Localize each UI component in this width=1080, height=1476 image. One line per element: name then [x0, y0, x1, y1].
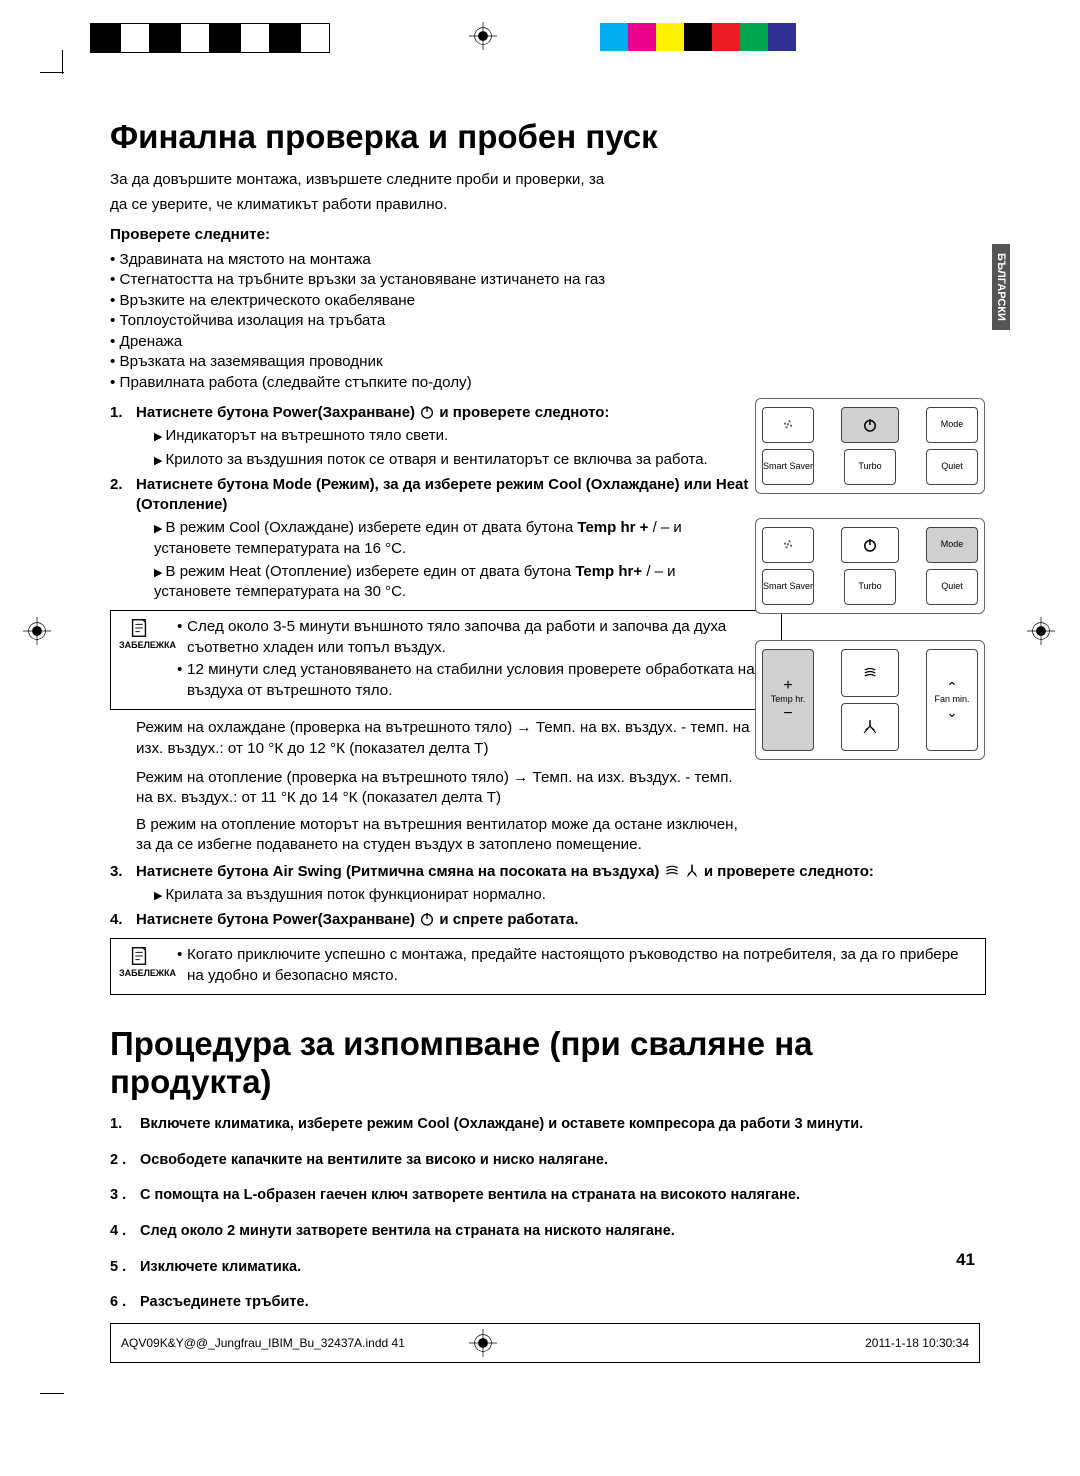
turbo-button-2: Turbo — [844, 569, 896, 605]
pumpout-steps: 1.Включете климатика, изберете режим Coo… — [110, 1115, 980, 1312]
pumpout-step: 1.Включете климатика, изберете режим Coo… — [110, 1115, 980, 1135]
power-button-2 — [841, 527, 899, 563]
note-box-1: ЗАБЕЛЕЖКА След около 3-5 минути външното… — [110, 610, 782, 710]
heading-final-check: Финална проверка и пробен пуск — [110, 118, 980, 156]
pumpout-step: 6 .Разсъединете тръбите. — [110, 1293, 980, 1313]
para-cooling: Режим на охлаждане (проверка на вътрешно… — [110, 718, 750, 759]
pumpout-step: 4 .След около 2 минути затворете вентила… — [110, 1222, 980, 1242]
check-header: Проверете следните: — [110, 225, 750, 246]
remote-diagram-3: + Temp hr. − ⌃ Fan min. ⌄ — [755, 640, 985, 772]
para-heating: Режим на отопление (проверка на вътрешно… — [110, 768, 750, 809]
footer-filename: AQV09K&Y@@_Jungfrau_IBIM_Bu_32437A.indd … — [121, 1336, 405, 1350]
color-bar-left — [90, 23, 330, 51]
intro-line1: За да довършите монтажа, извършете следн… — [110, 170, 750, 191]
swing-v-icon — [684, 863, 700, 879]
turbo-button: Turbo — [844, 449, 896, 485]
step1-sub2: Крилото за въздушния поток се отваря и в… — [136, 450, 750, 470]
smart-saver-button: Smart Saver — [762, 449, 814, 485]
mode-button: Mode — [926, 407, 978, 443]
note1-li2: 12 минути след установяването на стабилн… — [177, 660, 773, 701]
check-item: Топлоустойчива изолация на тръбата — [110, 311, 750, 332]
power-icon — [419, 404, 435, 420]
quiet-button: Quiet — [926, 449, 978, 485]
fan-button: ⌃ Fan min. ⌄ — [926, 649, 978, 751]
print-footer: AQV09K&Y@@_Jungfrau_IBIM_Bu_32437A.indd … — [110, 1323, 980, 1363]
step-1: 1. Натиснете бутона Power(Захранване) и … — [110, 403, 750, 470]
note1-li1: След около 3-5 минути външното тяло запо… — [177, 617, 773, 658]
check-item: Правилната работа (следвайте стъпките по… — [110, 373, 750, 394]
note-icon: ЗАБЕЛЕЖКА — [119, 617, 159, 650]
note-box-2: ЗАБЕЛЕЖКА Когато приключите успешно с мо… — [110, 938, 986, 995]
pumpout-step: 5 .Изключете климатика. — [110, 1258, 980, 1278]
remote-diagram-2: Mode Smart Saver Turbo Quiet — [755, 518, 985, 626]
step2-sub2: В режим Heat (Отопление) изберете един о… — [136, 562, 750, 603]
check-item: Дренажа — [110, 332, 750, 353]
swing-h-icon — [664, 863, 680, 879]
swing-v-button — [841, 703, 899, 751]
check-item: Връзките на електрическото окабеляване — [110, 291, 750, 312]
checks-list: Здравината на мястото на монтажаСтегнато… — [110, 250, 750, 394]
check-item: Здравината на мястото на монтажа — [110, 250, 750, 271]
registration-mark-right — [1027, 617, 1055, 645]
check-item: Връзката на заземяващия проводник — [110, 352, 750, 373]
step3-sub1: Крилата за въздушния поток функционират … — [136, 885, 980, 905]
air-spray-icon-2 — [762, 527, 814, 563]
crop-tl2 — [62, 50, 87, 74]
heading-pump-out: Процедура за изпомпване (при сваляне на … — [110, 1025, 980, 1101]
pumpout-step: 3 .С помощта на L-образен гаечен ключ за… — [110, 1186, 980, 1206]
power-button — [841, 407, 899, 443]
remote-diagram-1: Mode Smart Saver Turbo Quiet — [755, 398, 985, 506]
crop-bl — [40, 1393, 64, 1418]
registration-mark-left — [23, 617, 51, 645]
language-tab: БЪЛГАРСКИ — [992, 244, 1010, 330]
quiet-button-2: Quiet — [926, 569, 978, 605]
temp-button: + Temp hr. − — [762, 649, 814, 751]
crop-tl — [40, 72, 64, 97]
check-item: Стегнатостта на тръбните връзки за устан… — [110, 270, 750, 291]
registration-mark-top — [469, 22, 497, 50]
color-bar-right — [600, 23, 824, 51]
pumpout-step: 2 .Освободете капачките на вентилите за … — [110, 1151, 980, 1171]
air-spray-icon — [762, 407, 814, 443]
footer-timestamp: 2011-1-18 10:30:34 — [865, 1336, 969, 1350]
step1-sub1: Индикаторът на вътрешното тяло свети. — [136, 426, 750, 446]
swing-h-button — [841, 649, 899, 697]
step-4: 4. Натиснете бутона Power(Захранване) и … — [110, 910, 980, 930]
para-fan-motor: В режим на отопление моторът на вътрешни… — [110, 815, 750, 856]
note-icon-2: ЗАБЕЛЕЖКА — [119, 945, 159, 978]
step-3: 3. Натиснете бутона Air Swing (Ритмична … — [110, 862, 980, 906]
intro-line2: да се уверите, че климатикът работи прав… — [110, 195, 750, 216]
step2-sub1: В режим Cool (Охлаждане) изберете един о… — [136, 518, 750, 559]
power-icon-2 — [419, 911, 435, 927]
step-2: 2. Натиснете бутона Mode (Режим), за да … — [110, 475, 750, 603]
smart-saver-button-2: Smart Saver — [762, 569, 814, 605]
note2-text: Когато приключите успешно с монтажа, пре… — [177, 945, 977, 986]
page-number: 41 — [956, 1250, 975, 1270]
mode-button-2: Mode — [926, 527, 978, 563]
